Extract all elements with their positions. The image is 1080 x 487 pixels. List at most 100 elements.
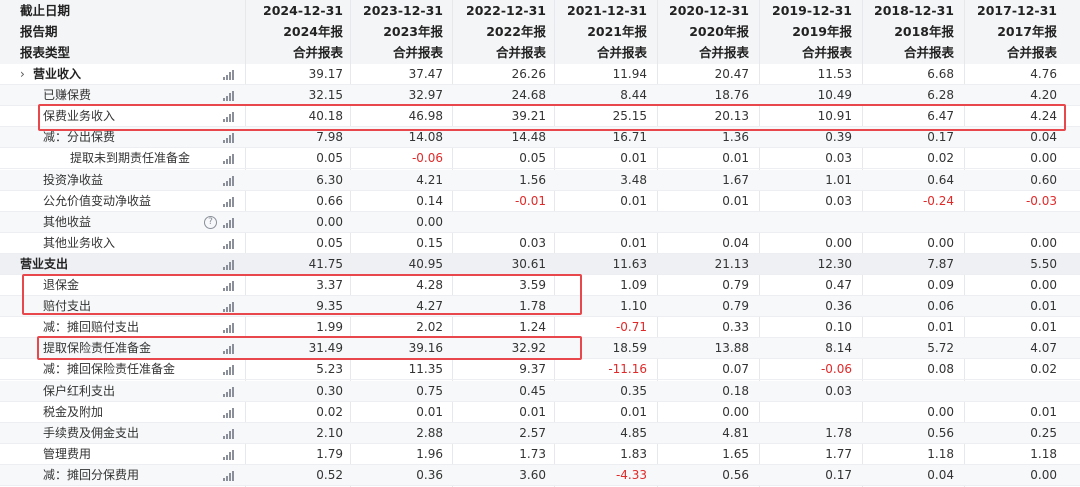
header-column[interactable]: 2017-12-31 2017年报 合并报表 [964,0,1057,64]
table-row[interactable]: 营业支出 41.75 40.95 30.61 11.63 21.13 12.30 7.87 5.… [0,253,1080,275]
help-icon[interactable]: ? [204,215,217,229]
table-row[interactable]: 税金及附加 0.02 0.01 0.01 0.01 0.00 0.00 0.01 [0,402,1080,423]
column-divider [554,0,555,487]
cell-value: 3.48 [620,172,647,187]
cell-value: 0.07 [722,362,749,377]
table-row[interactable]: 公允价值变动净收益 0.66 0.14 -0.01 0.01 0.01 0.03 -0.24 -… [0,191,1080,212]
cell-value: 1.18 [927,446,954,461]
cell-value: 0.00 [927,235,954,250]
cell-value: 0.00 [722,404,749,419]
header-period: 2024年报 [283,24,343,39]
row-label: 减：摊回赔付支出 [43,320,140,335]
cell-value: 1.96 [416,446,443,461]
cell-value: 32.92 [511,341,546,356]
bar-chart-icon[interactable] [223,217,235,228]
bar-chart-icon[interactable] [223,175,235,186]
cell-value: 7.87 [927,256,954,271]
table-row[interactable]: 提取保险责任准备金 31.49 39.16 32.92 18.59 13.88 8.14 5.… [0,338,1080,360]
chevron-right-icon[interactable]: › [20,67,25,81]
table-row[interactable]: 提取未到期责任准备金 0.05 -0.06 0.05 0.01 0.01 0.03 0.02 0… [0,148,1080,170]
header-date: 2024-12-31 [263,3,343,18]
table-row[interactable]: 减：分出保费 7.98 14.08 14.48 16.71 1.36 0.39 0.17 0.0… [0,127,1080,149]
table-row[interactable]: 已赚保费 32.15 32.97 24.68 8.44 18.76 10.49 6.28 4.2… [0,85,1080,107]
table-row[interactable]: 管理费用 1.79 1.96 1.73 1.83 1.65 1.77 1.18 1.18 [0,444,1080,465]
table-row[interactable]: 保费业务收入 40.18 46.98 39.21 25.15 20.13 10.91 6.47… [0,106,1080,128]
cell-value: 10.49 [817,88,852,103]
bar-chart-icon[interactable] [223,112,235,123]
row-label: 赔付支出 [43,299,92,314]
bar-chart-icon[interactable] [223,386,235,397]
cell-value: 1.78 [825,425,852,440]
bar-chart-icon[interactable] [223,238,235,249]
bar-chart-icon[interactable] [223,133,235,144]
cell-value: 1.78 [519,299,546,314]
bar-chart-icon[interactable] [223,407,235,418]
row-label: 退保金 [43,278,80,292]
row-label: 公允价值变动净收益 [43,193,152,208]
cell-value: 0.39 [825,130,852,145]
bar-chart-icon[interactable] [223,470,235,481]
cell-value: 4.21 [416,172,443,187]
bar-chart-icon[interactable] [223,281,235,291]
header-date: 2017-12-31 [977,3,1057,18]
header-date: 2023-12-31 [363,3,443,18]
cell-value: 11.53 [817,67,852,81]
table-row[interactable]: 手续费及佣金支出 2.10 2.88 2.57 4.85 4.81 1.78 0.56 0.25 [0,422,1080,444]
cell-value: 9.37 [519,362,546,377]
cell-value: 0.17 [927,130,954,145]
cell-value: 0.15 [416,235,443,250]
table-row[interactable]: 减：摊回保险责任准备金 5.23 11.35 9.37 -11.16 0.07 -0.06 0… [0,359,1080,381]
header-column[interactable]: 2020-12-31 2020年报 合并报表 [657,0,749,64]
cell-value: 32.15 [308,88,343,103]
cell-value: 40.95 [408,256,443,271]
bar-chart-icon[interactable] [223,259,235,270]
cell-value: 0.14 [416,193,443,208]
header-column[interactable]: 2024-12-31 2024年报 合并报表 [245,0,343,64]
table-row[interactable]: 其他收益? 0.00 0.00 [0,211,1080,233]
header-column[interactable]: 2022-12-31 2022年报 合并报表 [452,0,546,64]
header-date: 2021-12-31 [567,3,647,18]
header-period: 2019年报 [792,24,852,39]
bar-chart-icon[interactable] [223,428,235,439]
table-row[interactable]: 减：摊回分保费用 0.52 0.36 3.60 -4.33 0.56 0.17 0.04 0.0… [0,464,1080,486]
header-column[interactable]: 2019-12-31 2019年报 合并报表 [759,0,852,64]
header-type: 合并报表 [801,45,852,60]
cell-value: 0.09 [927,278,954,292]
cell-value: 6.68 [927,67,954,81]
table-row[interactable]: 保户红利支出 0.30 0.75 0.45 0.35 0.18 0.03 [0,380,1080,402]
cell-value: 2.02 [416,320,443,335]
table-row[interactable]: › 营业收入 39.17 37.47 26.26 11.94 20.47 11.53 6.68 4… [0,64,1080,85]
bar-chart-icon[interactable] [223,344,235,355]
header-column[interactable]: 2018-12-31 2018年报 合并报表 [862,0,954,64]
header-type: 合并报表 [392,45,443,60]
header-date: 2020-12-31 [669,3,749,18]
bar-chart-icon[interactable] [223,196,235,207]
header-type: 合并报表 [1006,45,1057,60]
bar-chart-icon[interactable] [223,365,235,376]
header-column[interactable]: 2021-12-31 2021年报 合并报表 [554,0,647,64]
cell-value: 1.24 [519,320,546,335]
cell-value: 32.97 [408,88,443,103]
bar-chart-icon[interactable] [223,70,235,80]
table-row[interactable]: 投资净收益 6.30 4.21 1.56 3.48 1.67 1.01 0.64 0.60 [0,169,1080,191]
cell-value: 0.36 [416,467,443,482]
cell-value: 40.18 [308,109,343,124]
bar-chart-icon[interactable] [223,323,235,334]
table-row[interactable]: 赔付支出 9.35 4.27 1.78 1.10 0.79 0.36 0.06 0.01 [0,296,1080,318]
header-label-period: 报告期 [20,24,58,39]
bar-chart-icon[interactable] [223,91,235,102]
bar-chart-icon[interactable] [223,154,235,165]
cell-value: 9.35 [316,299,343,314]
table-row[interactable]: 退保金 3.37 4.28 3.59 1.09 0.79 0.47 0.09 0.00 [0,275,1080,296]
header-period: 2018年报 [894,24,954,39]
cell-value: 0.01 [620,235,647,250]
cell-value: 25.15 [612,109,647,124]
header-column[interactable]: 2023-12-31 2023年报 合并报表 [350,0,443,64]
bar-chart-icon[interactable] [223,302,235,313]
cell-value: 0.06 [927,299,954,314]
bar-chart-icon[interactable] [223,449,235,460]
table-row[interactable]: 其他业务收入 0.05 0.15 0.03 0.01 0.04 0.00 0.00 0.00 [0,233,1080,254]
cell-value: 4.24 [1030,109,1057,124]
cell-value: 18.76 [714,88,749,103]
cell-value: 4.76 [1030,67,1057,81]
